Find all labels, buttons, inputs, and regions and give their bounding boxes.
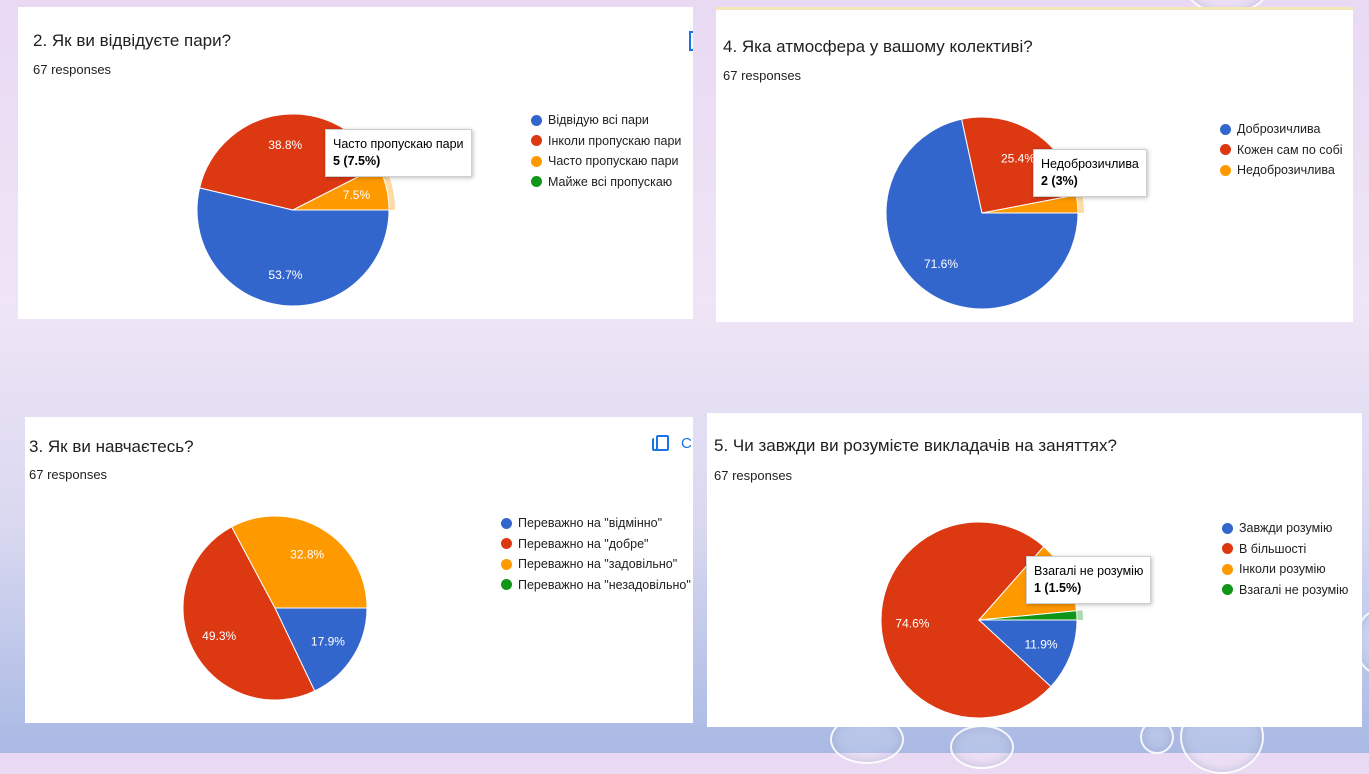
chart-tooltip: Часто пропускаю пари 5 (7.5%) <box>325 129 472 177</box>
legend-label: Переважно на "незадовільно" <box>518 577 691 592</box>
legend-label: Доброзичлива <box>1237 122 1321 137</box>
chart-legend: Доброзичлива Кожен сам по собі Недоброзичл… <box>1220 119 1343 181</box>
tooltip-label: Недоброзичлива <box>1041 157 1139 171</box>
legend-swatch <box>531 176 542 188</box>
legend-swatch <box>1222 584 1233 596</box>
response-count: 67 responses <box>723 68 802 83</box>
chart-card-q2: 2. Як ви відвідуєте пари? 67 responses 5… <box>18 7 693 319</box>
legend-item: Часто пропускаю пари <box>531 151 681 172</box>
legend-item: Відвідую всі пари <box>531 110 681 131</box>
copy-icon[interactable] <box>689 31 693 51</box>
legend-label: Інколи розумію <box>1239 562 1326 577</box>
question-title: 5. Чи завжди ви розумієте викладачів на … <box>714 436 1117 455</box>
pie-chart: 53.7% 38.8% 7.5% <box>196 113 395 307</box>
chart-tooltip: Недоброзичлива 2 (3%) <box>1033 149 1147 197</box>
legend-label: В більшості <box>1239 541 1307 556</box>
legend-item: Майже всі пропускаю <box>531 172 681 193</box>
response-count: 67 responses <box>714 468 793 483</box>
legend-item: Доброзичлива <box>1220 119 1343 140</box>
chart-legend: Відвідую всі пари Інколи пропускаю пари Ча… <box>531 110 681 192</box>
pie-chart: 17.9% 49.3% 32.8% <box>182 515 368 701</box>
legend-item: Переважно на "задовільно" <box>501 554 691 575</box>
question-title: 4. Яка атмосфера у вашому колективі? <box>723 37 1033 56</box>
tooltip-value: 1 (1.5%) <box>1034 581 1082 595</box>
tooltip-value: 5 (7.5%) <box>333 154 381 168</box>
pie-slice[interactable] <box>196 187 390 307</box>
pie-slice-label: 11.9% <box>1024 637 1057 651</box>
pie-slice[interactable] <box>885 118 1079 310</box>
legend-label: Переважно на "задовільно" <box>518 557 678 572</box>
legend-label: Переважно на "добре" <box>518 536 649 551</box>
chart-card-q5: 5. Чи завжди ви розумієте викладачів на … <box>707 413 1362 727</box>
legend-item: Переважно на "незадовільно" <box>501 575 691 596</box>
legend-item: Переважно на "відмінно" <box>501 513 691 534</box>
legend-label: Кожен сам по собі <box>1237 142 1343 157</box>
legend-item: Інколи пропускаю пари <box>531 131 681 152</box>
pie-slice-label: 74.6% <box>895 616 929 630</box>
question-title: 2. Як ви відвідуєте пари? <box>33 31 232 50</box>
pie-slice[interactable] <box>274 607 368 692</box>
pie-slice-label: 32.8% <box>290 547 324 561</box>
legend-item: Недоброзичлива <box>1220 160 1343 181</box>
copy-button-label[interactable]: С <box>681 435 692 452</box>
question-title: 3. Як ви навчаєтесь? <box>29 437 194 456</box>
legend-label: Переважно на "відмінно" <box>518 516 663 531</box>
pie-slice-label: 17.9% <box>311 634 345 648</box>
legend-label: Завжди розумію <box>1239 521 1333 536</box>
legend-label: Майже всі пропускаю <box>548 174 673 189</box>
legend-swatch <box>1220 123 1231 135</box>
legend-swatch <box>531 135 542 147</box>
pie-slice-label: 7.5% <box>343 188 371 202</box>
chart-card-q4: 4. Яка атмосфера у вашому колективі? 67 … <box>716 7 1353 322</box>
legend-swatch <box>531 114 542 126</box>
tooltip-label: Часто пропускаю пари <box>333 137 464 151</box>
legend-item: Переважно на "добре" <box>501 534 691 555</box>
legend-item: Інколи розумію <box>1222 559 1348 580</box>
pie-slice[interactable] <box>231 515 368 609</box>
chart-tooltip: Взагалі не розумію 1 (1.5%) <box>1026 556 1152 604</box>
legend-swatch <box>1220 164 1231 176</box>
chart-legend: Переважно на "відмінно" Переважно на "доб… <box>501 513 691 595</box>
chart-legend: Завжди розумію В більшості Інколи розумію В… <box>1222 518 1348 600</box>
legend-swatch <box>1220 144 1231 156</box>
legend-item: Взагалі не розумію <box>1222 580 1348 601</box>
legend-swatch <box>1222 522 1233 534</box>
pie-slice[interactable] <box>978 610 1078 621</box>
legend-label: Інколи пропускаю пари <box>548 133 682 148</box>
legend-swatch <box>1222 563 1233 575</box>
legend-label: Відвідую всі пари <box>548 113 649 128</box>
legend-swatch <box>531 155 542 167</box>
pie-slice-label: 25.4% <box>1001 152 1035 166</box>
tooltip-label: Взагалі не розумію <box>1034 564 1144 578</box>
pie-slice-label: 49.3% <box>202 629 236 643</box>
legend-label: Недоброзичлива <box>1237 163 1335 178</box>
legend-swatch <box>501 579 512 591</box>
pie-slice-label: 53.7% <box>268 268 302 282</box>
legend-label: Взагалі не розумію <box>1239 582 1349 597</box>
chart-card-q3: 3. Як ви навчаєтесь? 67 responses С 17.9… <box>25 417 693 723</box>
decorative-bubble <box>950 725 1014 769</box>
pie-slice-label: 38.8% <box>268 138 302 152</box>
legend-swatch <box>501 517 512 529</box>
pie-slice-label: 71.6% <box>924 257 958 271</box>
legend-item: Завжди розумію <box>1222 518 1348 539</box>
pie-slice[interactable] <box>182 526 316 701</box>
legend-swatch <box>501 558 512 570</box>
legend-item: Кожен сам по собі <box>1220 140 1343 161</box>
legend-swatch <box>501 538 512 550</box>
response-count: 67 responses <box>29 467 108 482</box>
pie-slice-highlight <box>1076 610 1083 620</box>
tooltip-value: 2 (3%) <box>1041 174 1078 188</box>
pie-slice[interactable] <box>977 619 1078 688</box>
response-count: 67 responses <box>33 62 112 77</box>
copy-icon[interactable] <box>652 435 669 451</box>
legend-label: Часто пропускаю пари <box>548 154 679 169</box>
legend-item: В більшості <box>1222 539 1348 560</box>
pie-slice[interactable] <box>880 521 1052 719</box>
legend-swatch <box>1222 543 1233 555</box>
